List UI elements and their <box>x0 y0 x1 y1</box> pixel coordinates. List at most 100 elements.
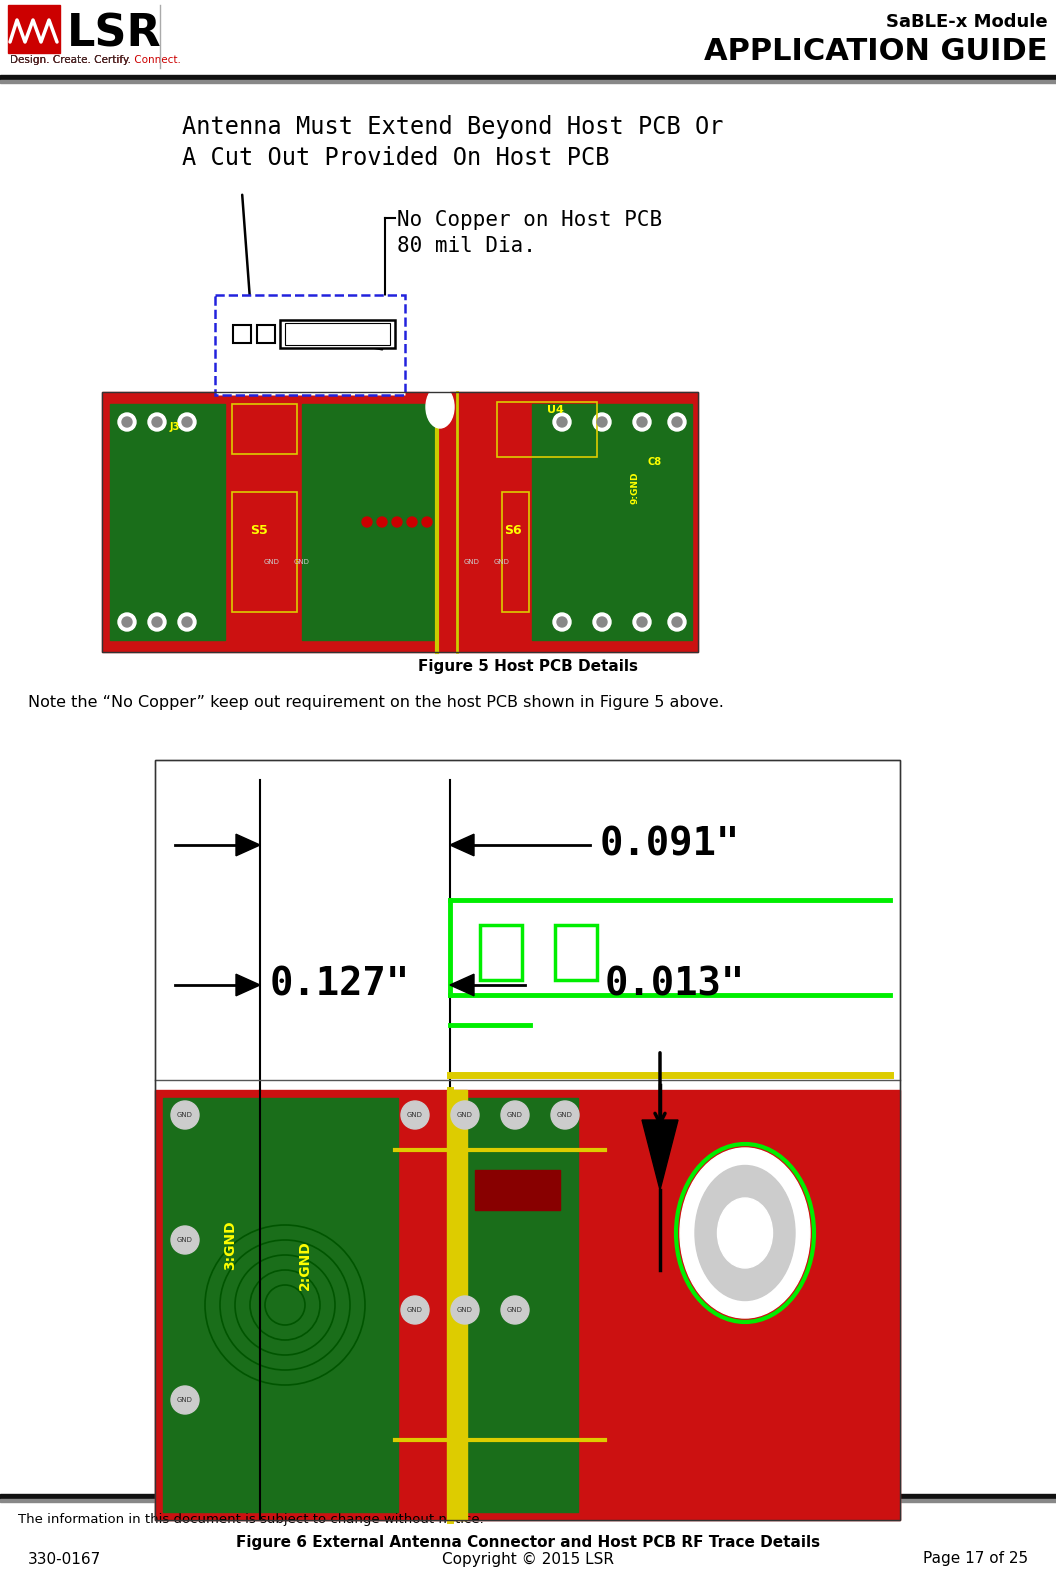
Circle shape <box>501 1296 529 1325</box>
Circle shape <box>118 413 136 431</box>
Bar <box>285 323 390 345</box>
Circle shape <box>407 517 417 527</box>
Text: 0.127": 0.127" <box>270 967 410 1005</box>
Bar <box>155 760 900 1520</box>
Text: 9:GND: 9:GND <box>630 472 639 505</box>
Text: GND: GND <box>177 1112 193 1118</box>
Circle shape <box>551 1101 579 1129</box>
Text: GND: GND <box>558 1112 573 1118</box>
Bar <box>257 325 275 344</box>
Text: S5: S5 <box>250 524 268 536</box>
Text: 0.013": 0.013" <box>605 967 746 1005</box>
Polygon shape <box>235 834 260 856</box>
Text: S6: S6 <box>504 524 522 536</box>
Ellipse shape <box>680 1148 810 1318</box>
Bar <box>468 1098 578 1512</box>
Circle shape <box>672 617 682 628</box>
Bar <box>0 80 1056 82</box>
Circle shape <box>557 617 567 628</box>
Bar <box>0 76 1056 80</box>
Circle shape <box>152 617 162 628</box>
Circle shape <box>362 517 372 527</box>
Text: 3:GND: 3:GND <box>223 1221 237 1269</box>
Bar <box>555 926 597 979</box>
Circle shape <box>118 613 136 631</box>
Text: Copyright © 2015 LSR: Copyright © 2015 LSR <box>442 1552 614 1566</box>
Text: GND: GND <box>507 1307 523 1314</box>
Text: C8: C8 <box>647 457 661 467</box>
Text: GND: GND <box>457 1112 473 1118</box>
Circle shape <box>152 416 162 427</box>
Polygon shape <box>450 834 474 856</box>
Bar <box>0 1500 1056 1501</box>
Text: 0.091": 0.091" <box>600 826 740 864</box>
Circle shape <box>122 416 132 427</box>
Bar <box>102 393 698 651</box>
Polygon shape <box>450 975 474 995</box>
Circle shape <box>171 1225 199 1254</box>
Text: Note the “No Copper” keep out requirement on the host PCB shown in Figure 5 abov: Note the “No Copper” keep out requiremen… <box>29 695 723 710</box>
Circle shape <box>668 613 686 631</box>
Bar <box>8 5 60 54</box>
Circle shape <box>182 617 192 628</box>
Text: The information in this document is subject to change without notice.: The information in this document is subj… <box>18 1514 484 1527</box>
Bar <box>480 926 522 979</box>
Circle shape <box>401 1296 429 1325</box>
Circle shape <box>377 517 386 527</box>
Circle shape <box>148 413 166 431</box>
Circle shape <box>422 517 432 527</box>
Circle shape <box>178 613 196 631</box>
Circle shape <box>553 413 571 431</box>
Circle shape <box>557 416 567 427</box>
Text: GND: GND <box>507 1112 523 1118</box>
Bar <box>502 492 529 612</box>
Text: GND: GND <box>494 558 510 565</box>
Bar <box>497 402 597 457</box>
Text: 330-0167: 330-0167 <box>29 1552 101 1566</box>
Circle shape <box>401 1101 429 1129</box>
Bar <box>232 492 297 612</box>
Text: Design. Create. Certify. Connect.: Design. Create. Certify. Connect. <box>10 55 181 65</box>
Polygon shape <box>642 1120 678 1191</box>
Circle shape <box>501 1101 529 1129</box>
Polygon shape <box>235 975 260 995</box>
Text: U4: U4 <box>547 405 564 415</box>
Text: GND: GND <box>457 1307 473 1314</box>
Text: No Copper on Host PCB
80 mil Dia.: No Copper on Host PCB 80 mil Dia. <box>397 210 662 255</box>
Text: GND: GND <box>264 558 280 565</box>
Circle shape <box>593 413 611 431</box>
Text: Page 17 of 25: Page 17 of 25 <box>923 1552 1027 1566</box>
Circle shape <box>171 1386 199 1415</box>
Circle shape <box>182 416 192 427</box>
Circle shape <box>668 413 686 431</box>
Circle shape <box>451 1101 479 1129</box>
Bar <box>155 760 900 1520</box>
Circle shape <box>633 613 650 631</box>
Text: Design. Create. Certify.: Design. Create. Certify. <box>10 55 134 65</box>
Text: GND: GND <box>407 1307 423 1314</box>
Text: GND: GND <box>177 1236 193 1243</box>
Circle shape <box>171 1101 199 1129</box>
Ellipse shape <box>695 1165 795 1301</box>
Circle shape <box>672 416 682 427</box>
Text: GND: GND <box>407 1112 423 1118</box>
Bar <box>102 393 698 651</box>
Text: GND: GND <box>464 558 479 565</box>
Bar <box>447 1090 467 1520</box>
Text: Figure 5 Host PCB Details: Figure 5 Host PCB Details <box>418 659 638 673</box>
Circle shape <box>637 416 647 427</box>
Bar <box>155 1090 900 1520</box>
Circle shape <box>178 413 196 431</box>
Circle shape <box>593 613 611 631</box>
Bar <box>110 404 225 640</box>
Text: GND: GND <box>294 558 310 565</box>
Text: APPLICATION GUIDE: APPLICATION GUIDE <box>704 38 1048 66</box>
Bar <box>215 295 406 394</box>
Bar <box>232 404 297 454</box>
Bar <box>475 1170 560 1210</box>
Bar <box>532 404 692 640</box>
Text: Antenna Must Extend Beyond Host PCB Or
A Cut Out Provided On Host PCB: Antenna Must Extend Beyond Host PCB Or A… <box>182 115 723 170</box>
Text: Figure 6 External Antenna Connector and Host PCB RF Trace Details: Figure 6 External Antenna Connector and … <box>235 1534 821 1550</box>
Text: Design. Create. Certify.: Design. Create. Certify. <box>10 55 134 65</box>
Ellipse shape <box>717 1199 773 1268</box>
